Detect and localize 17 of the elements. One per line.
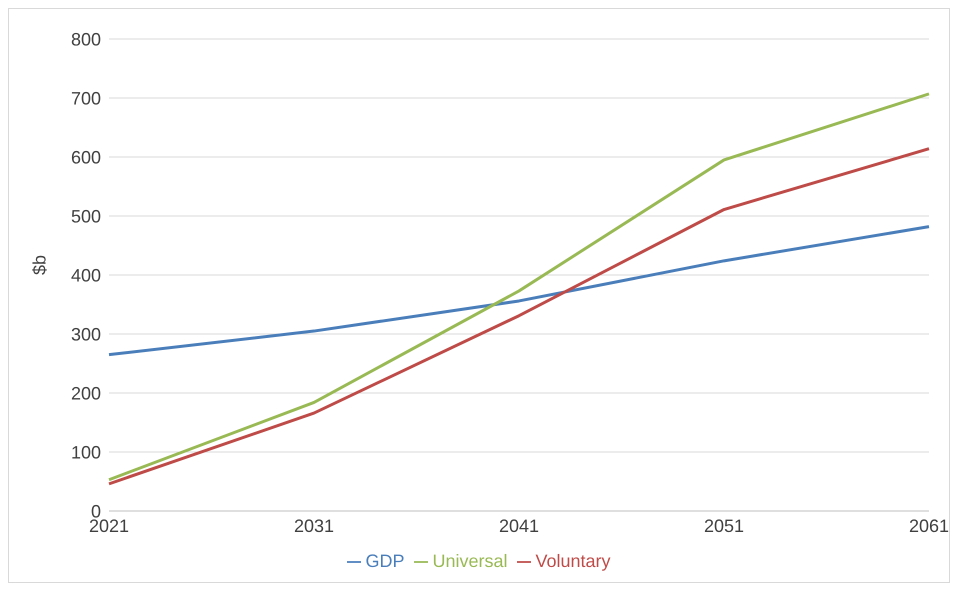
y-tick-label: 500	[70, 206, 101, 226]
y-tick-label: 100	[70, 442, 101, 462]
y-tick-label: 300	[70, 324, 101, 344]
y-tick-label: 600	[70, 147, 101, 168]
x-tick-label: 2031	[294, 516, 334, 536]
x-tick-label: 2051	[704, 516, 744, 536]
y-tick-label: 700	[70, 88, 101, 108]
legend-label: Voluntary	[535, 551, 611, 571]
y-tick-label: 800	[70, 29, 101, 50]
y-tick-label: 400	[70, 265, 101, 286]
line-series	[108, 225, 930, 356]
y-tick-label: 200	[70, 383, 101, 404]
legend-label: GDP	[365, 551, 404, 571]
x-tick-label: 2041	[498, 516, 540, 536]
y-axis-title: $b	[29, 254, 50, 275]
legend-label: Universal	[432, 551, 508, 571]
x-tick-label: 2061	[908, 516, 950, 536]
